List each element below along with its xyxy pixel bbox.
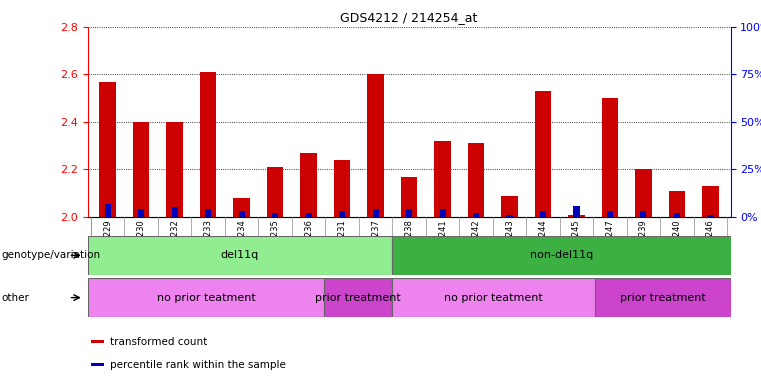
Bar (266, 167, 283, 217)
Bar (540, 211, 546, 217)
Bar (595, 278, 731, 317)
Text: GSM652241: GSM652241 (438, 220, 447, 270)
Text: GSM652233: GSM652233 (204, 220, 212, 270)
Bar (535, 91, 552, 217)
Text: other: other (2, 293, 30, 303)
Bar (641, 211, 647, 217)
Bar (373, 209, 378, 217)
Bar (104, 204, 110, 217)
Text: GSM652236: GSM652236 (304, 220, 313, 270)
Text: GSM652232: GSM652232 (170, 220, 179, 270)
Bar (400, 177, 418, 217)
Bar (473, 213, 479, 217)
Text: GSM652244: GSM652244 (539, 220, 547, 270)
Bar (392, 278, 595, 317)
Text: prior treatment: prior treatment (315, 293, 401, 303)
Text: prior treatment: prior treatment (620, 293, 705, 303)
Bar (574, 205, 580, 217)
Bar (233, 198, 250, 217)
Text: no prior teatment: no prior teatment (444, 293, 543, 303)
Text: del11q: del11q (221, 250, 259, 260)
Text: GSM652240: GSM652240 (673, 220, 681, 270)
Bar (602, 98, 619, 217)
Text: GSM652230: GSM652230 (137, 220, 145, 270)
Bar (199, 72, 216, 217)
Bar (635, 169, 652, 217)
Bar (708, 215, 714, 217)
Bar (306, 213, 311, 217)
Bar (300, 153, 317, 217)
Bar (440, 209, 445, 217)
Bar (324, 278, 392, 317)
Text: GSM652234: GSM652234 (237, 220, 246, 270)
Bar (468, 143, 485, 217)
Bar (392, 236, 731, 275)
Bar (607, 211, 613, 217)
Title: GDS4212 / 214254_at: GDS4212 / 214254_at (340, 11, 478, 24)
Text: genotype/variation: genotype/variation (2, 250, 100, 260)
Bar (171, 207, 177, 217)
Text: GSM652238: GSM652238 (405, 220, 413, 270)
Bar (568, 215, 585, 217)
Bar (205, 209, 211, 217)
Text: percentile rank within the sample: percentile rank within the sample (110, 360, 286, 370)
Bar (99, 81, 116, 217)
Text: GSM652237: GSM652237 (371, 220, 380, 270)
Bar (132, 122, 149, 217)
Text: GSM652242: GSM652242 (472, 220, 480, 270)
Bar (91, 363, 103, 366)
Text: transformed count: transformed count (110, 337, 207, 347)
Bar (272, 213, 278, 217)
Bar (406, 209, 412, 217)
Text: non-del11q: non-del11q (530, 250, 593, 260)
Bar (339, 211, 345, 217)
Bar (91, 340, 103, 343)
Bar (669, 191, 686, 217)
Bar (238, 211, 244, 217)
Bar (435, 141, 451, 217)
Bar (501, 195, 518, 217)
Text: GSM652239: GSM652239 (639, 220, 648, 270)
Text: GSM652231: GSM652231 (338, 220, 346, 270)
Text: no prior teatment: no prior teatment (157, 293, 256, 303)
Text: GSM652235: GSM652235 (271, 220, 279, 270)
Bar (367, 74, 384, 217)
Bar (702, 186, 719, 217)
Bar (88, 236, 392, 275)
Bar (507, 215, 512, 217)
Bar (674, 213, 680, 217)
Bar (166, 122, 183, 217)
Text: GSM652229: GSM652229 (103, 220, 112, 270)
Text: GSM652246: GSM652246 (706, 220, 715, 270)
Bar (138, 209, 144, 217)
Text: GSM652243: GSM652243 (505, 220, 514, 270)
Text: GSM652247: GSM652247 (606, 220, 614, 270)
Bar (88, 278, 324, 317)
Text: GSM652245: GSM652245 (572, 220, 581, 270)
Bar (333, 160, 350, 217)
